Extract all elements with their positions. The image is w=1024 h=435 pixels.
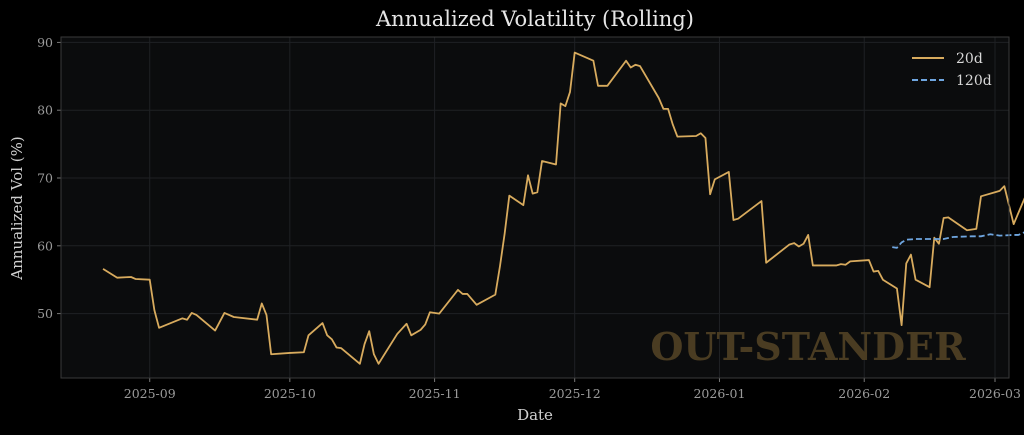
x-tick-label-2: 2025-11 [409,386,461,401]
y-tick-label-50: 50 [37,306,53,321]
x-tick-label-3: 2025-12 [549,386,601,401]
y-tick-label-90: 90 [37,35,53,50]
legend-label-20d: 20d [956,51,983,67]
legend-label-120d: 120d [956,73,992,89]
y-tick-label-70: 70 [37,171,53,186]
series-line-20d [102,51,1024,365]
plot-frame [60,36,1010,379]
y-axis-label: Annualized Vol (%) [8,136,26,281]
x-axis-label: Date [517,406,553,424]
chart-title: Annualized Volatility (Rolling) [375,7,694,31]
series-line-120d [892,231,1024,249]
watermark: OUT-STANDER [650,324,966,369]
plot-area [61,37,1009,378]
x-tick-label-1: 2025-10 [264,386,316,401]
y-tick-label-80: 80 [37,103,53,118]
y-tick-label-60: 60 [37,238,53,253]
grid-lines [61,37,1009,378]
legend: 20d 120d [912,51,992,89]
x-tick-label-4: 2026-01 [693,386,745,401]
axes: 50 60 70 80 90 2025-09 2025-10 2025-11 2025-12 20… [37,35,1021,401]
x-tick-label-0: 2025-09 [124,386,176,401]
x-tick-label-6: 2026-03 [969,386,1021,401]
series-layer [102,51,1024,365]
x-tick-label-5: 2026-02 [838,386,890,401]
